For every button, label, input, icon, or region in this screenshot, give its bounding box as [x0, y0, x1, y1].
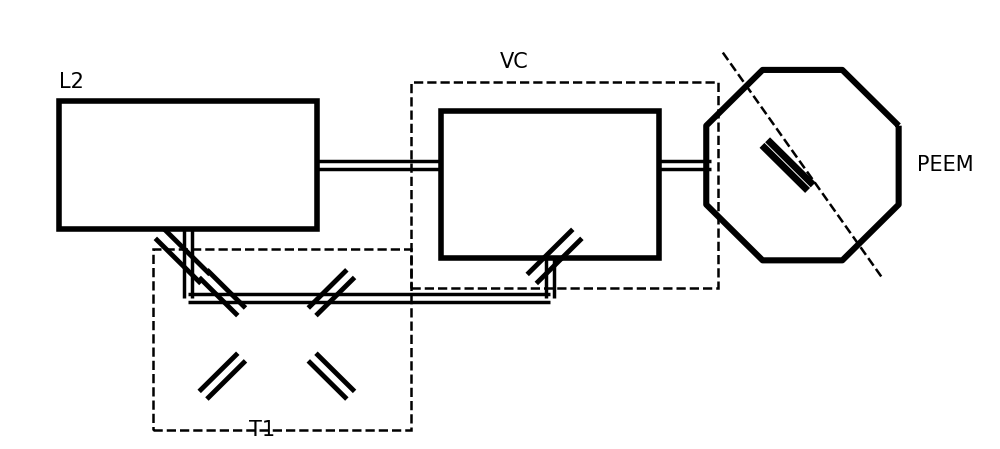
Bar: [411, 82, 718, 288]
Bar: [441, 111, 659, 258]
Bar: [153, 249, 411, 430]
Text: VC: VC: [500, 52, 529, 72]
Text: L2: L2: [59, 71, 84, 92]
Text: T1: T1: [249, 420, 275, 440]
Text: PEEM: PEEM: [917, 155, 973, 175]
Bar: [59, 101, 317, 229]
